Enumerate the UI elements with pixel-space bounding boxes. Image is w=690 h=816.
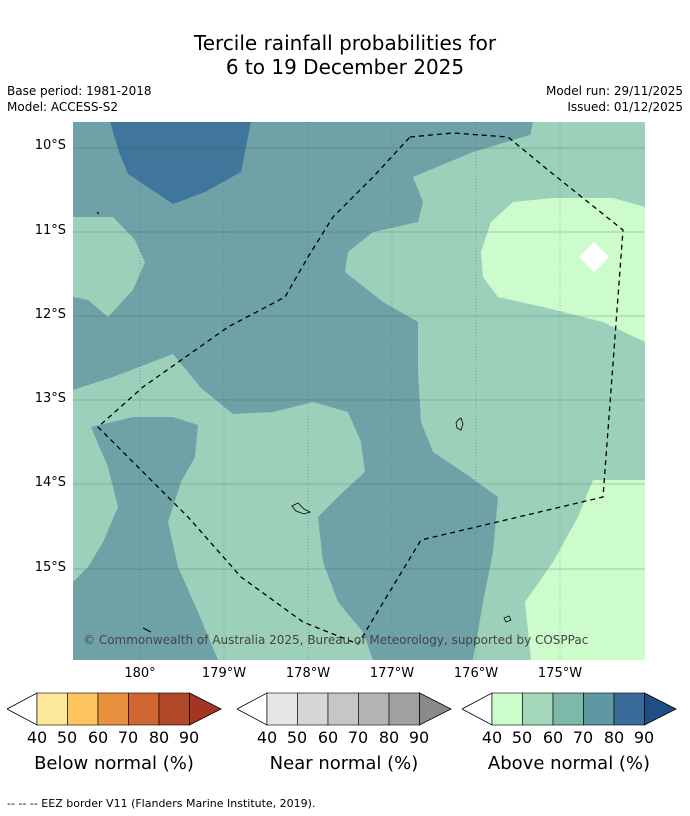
cb-above-title: Above normal (%) [487, 753, 651, 774]
rainfall-map [73, 122, 645, 660]
graticule [73, 122, 645, 660]
meta-left: Base period: 1981-2018 Model: ACCESS-S2 [7, 83, 152, 115]
lon-label-177w: 177°W [369, 666, 415, 681]
eez-border [97, 132, 624, 645]
cb-above-tick-80: 80 [603, 728, 625, 747]
cb-near-tick-90: 90 [408, 728, 430, 747]
map-title: Tercile rainfall probabilities for 6 to … [0, 31, 690, 79]
cb-above-seg-0 [462, 692, 493, 726]
island-4 [142, 627, 152, 633]
lon-label-176w: 176°W [453, 666, 499, 681]
cb-above-tick-40: 40 [481, 728, 503, 747]
colorbar-near-normal [237, 692, 452, 726]
island-2 [291, 502, 312, 515]
model-name: Model: ACCESS-S2 [7, 100, 119, 114]
cb-above-seg-2 [522, 692, 554, 726]
cb-below-seg-1 [36, 692, 68, 726]
cb-near-seg-1 [266, 692, 298, 726]
lat-label-15s: 15°S [34, 560, 66, 575]
copyright-notice: © Commonwealth of Australia 2025, Bureau… [83, 633, 589, 647]
island-5 [96, 211, 100, 215]
lon-label-179w: 179°W [201, 666, 247, 681]
cb-below-tick-50: 50 [56, 728, 78, 747]
colorbar-above-normal [462, 692, 677, 726]
title-line-1: Tercile rainfall probabilities for [193, 31, 497, 55]
cb-above-seg-6 [644, 692, 677, 726]
island-1 [455, 417, 464, 431]
lat-label-13s: 13°S [34, 391, 66, 406]
cb-near-seg-2 [297, 692, 329, 726]
lat-label-12s: 12°S [34, 307, 66, 322]
title-line-2: 6 to 19 December 2025 [225, 55, 465, 79]
lat-label-11s: 11°S [34, 223, 66, 238]
cb-near-tick-40: 40 [256, 728, 278, 747]
cb-near-tick-50: 50 [286, 728, 308, 747]
cb-near-seg-0 [237, 692, 268, 726]
cb-above-seg-1 [491, 692, 523, 726]
cb-above-tick-90: 90 [633, 728, 655, 747]
prob-band-40-50-east [481, 198, 645, 342]
prob-band-50-60-southwest [73, 354, 373, 660]
cb-below-title: Below normal (%) [34, 753, 194, 774]
cb-near-tick-80: 80 [378, 728, 400, 747]
base-period: Base period: 1981-2018 [7, 84, 152, 98]
cb-near-tick-60: 60 [317, 728, 339, 747]
cb-below-tick-60: 60 [87, 728, 109, 747]
cb-below-seg-0 [7, 692, 38, 726]
lon-label-180: 180° [124, 666, 156, 681]
cb-near-seg-6 [419, 692, 452, 726]
colorbar-below-normal [7, 692, 222, 726]
lat-label-10s: 10°S [34, 138, 66, 153]
cb-above-seg-4 [583, 692, 615, 726]
cb-near-tick-70: 70 [347, 728, 369, 747]
cb-below-seg-3 [97, 692, 129, 726]
prob-band-50-60-west [73, 217, 145, 317]
cb-above-tick-50: 50 [511, 728, 533, 747]
prob-band-70-80 [110, 122, 251, 204]
cb-below-seg-4 [128, 692, 160, 726]
lat-label-14s: 14°S [34, 475, 66, 490]
cb-above-tick-70: 70 [572, 728, 594, 747]
cb-near-seg-3 [327, 692, 359, 726]
cb-below-tick-90: 90 [178, 728, 200, 747]
cb-below-tick-70: 70 [117, 728, 139, 747]
issued-date: Issued: 01/12/2025 [567, 100, 683, 114]
lon-label-178w: 178°W [285, 666, 331, 681]
cb-above-tick-60: 60 [542, 728, 564, 747]
island-3 [503, 615, 512, 623]
below-threshold-patch [579, 242, 609, 272]
cb-below-seg-2 [67, 692, 99, 726]
prob-band-40-50-southeast [525, 480, 645, 660]
eez-footnote: -- -- -- EEZ border V11 (Flanders Marine… [7, 797, 316, 810]
cb-below-seg-5 [158, 692, 190, 726]
cb-below-tick-40: 40 [26, 728, 48, 747]
cb-near-seg-5 [388, 692, 420, 726]
model-run: Model run: 29/11/2025 [545, 84, 683, 98]
meta-right: Model run: 29/11/2025 Issued: 01/12/2025 [546, 83, 683, 115]
cb-near-seg-4 [358, 692, 390, 726]
cb-near-title: Near normal (%) [269, 753, 419, 774]
cb-below-seg-6 [189, 692, 222, 726]
cb-below-tick-80: 80 [148, 728, 170, 747]
cb-above-seg-3 [552, 692, 584, 726]
cb-above-seg-5 [613, 692, 645, 726]
lon-label-175w: 175°W [537, 666, 583, 681]
